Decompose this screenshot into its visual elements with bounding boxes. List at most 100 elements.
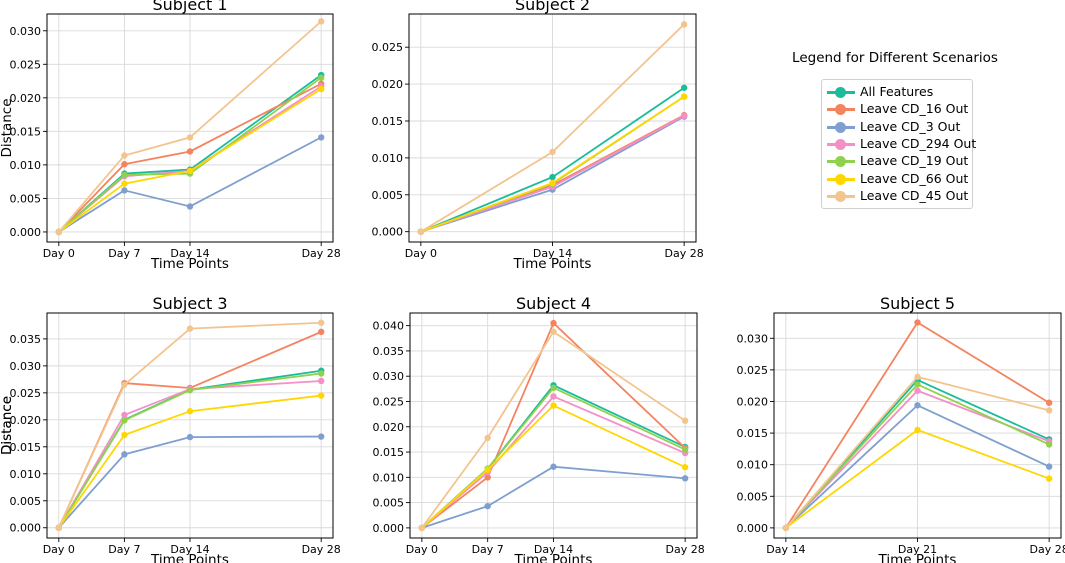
x-tick-label: Day 14 bbox=[170, 543, 209, 556]
y-tick-label: 0.010 bbox=[737, 459, 769, 472]
data-point bbox=[680, 21, 688, 28]
legend: All Features Leave CD_16 Out Leave CD_3 Ou… bbox=[821, 79, 977, 209]
data-point bbox=[914, 426, 921, 434]
x-tick-label: Day 7 bbox=[108, 247, 140, 260]
y-tick-label: 0.015 bbox=[10, 125, 42, 138]
data-point bbox=[484, 474, 491, 481]
x-axis-label: Time Points bbox=[150, 256, 229, 272]
legend-marker-icon bbox=[835, 138, 846, 150]
data-point bbox=[681, 464, 689, 471]
data-point bbox=[186, 386, 194, 394]
data-point bbox=[121, 411, 128, 419]
data-point bbox=[550, 384, 557, 392]
y-tick-label: 0.030 bbox=[737, 332, 769, 345]
chart-title: Subject 2 bbox=[515, 0, 590, 14]
legend-marker-icon bbox=[835, 173, 846, 185]
x-tick-label: Day 7 bbox=[108, 543, 140, 556]
data-point bbox=[417, 228, 425, 235]
legend-entry: Leave CD_3 Out bbox=[822, 118, 972, 135]
y-tick-label: 0.000 bbox=[373, 522, 405, 535]
legend-marker-icon bbox=[835, 156, 846, 168]
data-point bbox=[186, 203, 194, 210]
y-tick-label: 0.015 bbox=[373, 446, 405, 459]
x-tick-label: Day 0 bbox=[43, 543, 75, 556]
data-point bbox=[121, 187, 128, 194]
axes-frame bbox=[46, 13, 334, 243]
series-line-4 bbox=[58, 380, 322, 529]
data-point bbox=[121, 180, 128, 187]
series-line-7 bbox=[57, 321, 322, 529]
data-point bbox=[782, 524, 790, 532]
legend-marker-icon bbox=[835, 121, 846, 133]
data-point bbox=[317, 433, 325, 440]
data-point bbox=[186, 148, 194, 155]
x-tick-label: Day 21 bbox=[898, 543, 937, 556]
data-point bbox=[418, 524, 426, 532]
y-tick-label: 0.005 bbox=[10, 192, 42, 205]
series-line-3 bbox=[421, 465, 686, 529]
y-tick-label: 0.025 bbox=[10, 387, 42, 400]
axes-frame bbox=[409, 312, 698, 539]
data-point bbox=[121, 451, 128, 458]
y-tick-label: 0.005 bbox=[373, 497, 405, 510]
y-tick-label: 0.005 bbox=[737, 490, 769, 503]
data-point bbox=[550, 328, 557, 335]
legend-label: Leave CD_45 Out bbox=[860, 187, 969, 203]
legend-entry: Leave CD_66 Out bbox=[822, 170, 972, 187]
y-tick-label: 0.025 bbox=[373, 395, 405, 408]
data-point bbox=[55, 228, 63, 236]
y-tick-label: 0.005 bbox=[372, 189, 404, 202]
legend-marker-icon bbox=[835, 87, 846, 98]
subplot-3: 0.000 0.005 0.010 0.015 0.020 0.025 0.030 0.035… bbox=[0, 294, 341, 563]
data-point bbox=[914, 373, 921, 381]
x-tick-label: Day 28 bbox=[1030, 543, 1065, 556]
data-point bbox=[681, 446, 689, 453]
legend-label: All Features bbox=[860, 84, 934, 99]
series-line-7 bbox=[421, 330, 686, 529]
data-point bbox=[484, 502, 491, 510]
data-point bbox=[186, 167, 194, 175]
data-point bbox=[680, 93, 688, 100]
legend-marker-icon bbox=[835, 190, 846, 202]
data-point bbox=[317, 74, 325, 81]
data-point bbox=[121, 431, 128, 439]
legend-label: Leave CD_294 Out bbox=[860, 135, 977, 151]
subplot-1: 0.000 0.005 0.010 0.015 0.020 0.025 0.030 Day 0… bbox=[0, 0, 341, 272]
series-line-6 bbox=[58, 394, 322, 529]
y-tick-label: 0.015 bbox=[10, 441, 42, 454]
x-tick-label: Day 7 bbox=[472, 543, 504, 556]
data-point bbox=[914, 381, 921, 388]
data-point bbox=[1045, 475, 1053, 482]
legend-label: Leave CD_66 Out bbox=[860, 170, 969, 186]
y-tick-label: 0.020 bbox=[373, 421, 405, 434]
data-point bbox=[549, 148, 556, 156]
data-point bbox=[121, 381, 128, 388]
data-point bbox=[1045, 399, 1053, 406]
y-tick-label: 0.010 bbox=[10, 159, 42, 172]
y-axis-label: Distance bbox=[0, 396, 15, 455]
axes-frame bbox=[46, 312, 334, 539]
legend-entry: Leave CD_19 Out bbox=[822, 152, 972, 169]
chart-title: Subject 1 bbox=[152, 0, 227, 14]
legend-entry: All Features bbox=[822, 83, 972, 100]
legend-label: Leave CD_3 Out bbox=[860, 118, 961, 134]
y-tick-label: 0.030 bbox=[373, 370, 405, 383]
y-tick-label: 0.030 bbox=[10, 360, 42, 373]
y-tick-label: 0.020 bbox=[10, 92, 42, 105]
data-point bbox=[1045, 441, 1053, 448]
x-tick-label: Day 0 bbox=[406, 543, 438, 556]
x-tick-label: Day 0 bbox=[405, 247, 437, 260]
legend-entry: Leave CD_16 Out bbox=[822, 100, 972, 117]
x-tick-label: Day 28 bbox=[302, 247, 341, 260]
series-line-3 bbox=[58, 136, 322, 233]
data-point bbox=[484, 434, 491, 442]
data-point bbox=[121, 171, 128, 179]
x-tick-label: Day 28 bbox=[665, 247, 704, 260]
data-point bbox=[681, 417, 689, 424]
x-tick-label: Day 28 bbox=[666, 543, 705, 556]
x-axis-label: Time Points bbox=[514, 552, 593, 563]
series-line-5 bbox=[58, 76, 322, 233]
x-tick-label: Day 28 bbox=[302, 543, 341, 556]
x-tick-label: Day 14 bbox=[766, 543, 805, 556]
data-point bbox=[484, 466, 491, 473]
